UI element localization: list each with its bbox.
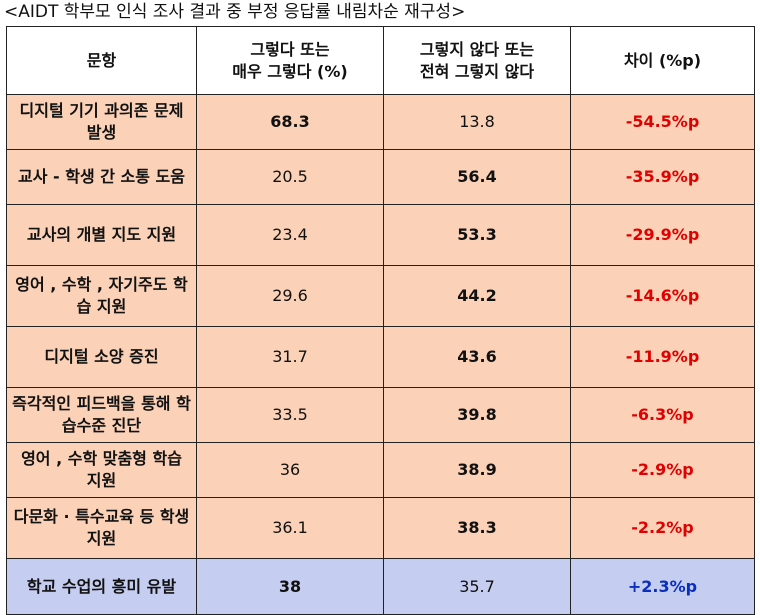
row-item: 영어 , 수학 , 자기주도 학습 지원 (6, 265, 197, 327)
table-caption: <AIDT 학부모 인식 조사 결과 중 부정 응답률 내림차순 재구성> (4, 2, 466, 22)
header-disagree-line2: 전혀 그렇지 않다 (419, 61, 535, 81)
row-disagree: 38.3 (383, 497, 571, 559)
table-row: 즉각적인 피드백을 통해 학습수준 진단 33.5 39.8 -6.3%p (6, 387, 755, 443)
header-agree-line2: 매우 그렇다 (%) (232, 61, 348, 81)
row-item: 다문화 · 특수교육 등 학생 지원 (6, 497, 197, 559)
row-agree: 29.6 (196, 265, 384, 327)
table-row: 영어 , 수학 , 자기주도 학습 지원 29.6 44.2 -14.6%p (6, 265, 755, 327)
row-diff: -2.2%p (570, 497, 755, 559)
row-agree: 36 (196, 442, 384, 498)
row-item: 즉각적인 피드백을 통해 학습수준 진단 (6, 387, 197, 443)
row-agree: 31.7 (196, 326, 384, 388)
row-disagree: 35.7 (383, 558, 571, 615)
row-diff: -29.9%p (570, 204, 755, 266)
table-row: 영어 , 수학 맞춤형 학습 지원 36 38.9 -2.9%p (6, 442, 755, 498)
row-item: 교사 - 학생 간 소통 도움 (6, 149, 197, 205)
row-diff: +2.3%p (570, 558, 755, 615)
row-disagree: 43.6 (383, 326, 571, 388)
row-diff: -35.9%p (570, 149, 755, 205)
row-disagree: 44.2 (383, 265, 571, 327)
row-agree: 20.5 (196, 149, 384, 205)
header-disagree-line1: 그렇지 않다 또는 (419, 39, 535, 59)
row-diff: -54.5%p (570, 94, 755, 150)
row-agree: 38 (196, 558, 384, 615)
header-item: 문항 (6, 26, 197, 95)
header-agree: 그렇다 또는 매우 그렇다 (%) (196, 26, 384, 95)
header-row: 문항 그렇다 또는 매우 그렇다 (%) 그렇지 않다 또는 전혀 그렇지 않다… (6, 26, 755, 95)
table-row: 디지털 소양 증진 31.7 43.6 -11.9%p (6, 326, 755, 388)
row-diff: -11.9%p (570, 326, 755, 388)
header-agree-line1: 그렇다 또는 (250, 39, 330, 59)
row-diff: -14.6%p (570, 265, 755, 327)
row-disagree: 13.8 (383, 94, 571, 150)
row-agree: 33.5 (196, 387, 384, 443)
table-row: 교사 - 학생 간 소통 도움 20.5 56.4 -35.9%p (6, 149, 755, 205)
header-diff: 차이 (%p) (570, 26, 755, 95)
row-diff: -2.9%p (570, 442, 755, 498)
row-agree: 23.4 (196, 204, 384, 266)
row-disagree: 56.4 (383, 149, 571, 205)
row-item: 교사의 개별 지도 지원 (6, 204, 197, 266)
row-item: 학교 수업의 흥미 유발 (6, 558, 197, 615)
header-disagree: 그렇지 않다 또는 전혀 그렇지 않다 (383, 26, 571, 95)
row-diff: -6.3%p (570, 387, 755, 443)
table-row: 교사의 개별 지도 지원 23.4 53.3 -29.9%p (6, 204, 755, 266)
row-item: 디지털 기기 과의존 문제 발생 (6, 94, 197, 150)
row-disagree: 38.9 (383, 442, 571, 498)
row-agree: 68.3 (196, 94, 384, 150)
survey-results-table: 문항 그렇다 또는 매우 그렇다 (%) 그렇지 않다 또는 전혀 그렇지 않다… (6, 26, 755, 615)
row-agree: 36.1 (196, 497, 384, 559)
row-disagree: 53.3 (383, 204, 571, 266)
table-row: 디지털 기기 과의존 문제 발생 68.3 13.8 -54.5%p (6, 94, 755, 150)
row-item: 디지털 소양 증진 (6, 326, 197, 388)
table-row: 다문화 · 특수교육 등 학생 지원 36.1 38.3 -2.2%p (6, 497, 755, 559)
table-row-highlight: 학교 수업의 흥미 유발 38 35.7 +2.3%p (6, 558, 755, 615)
row-item: 영어 , 수학 맞춤형 학습 지원 (6, 442, 197, 498)
row-disagree: 39.8 (383, 387, 571, 443)
